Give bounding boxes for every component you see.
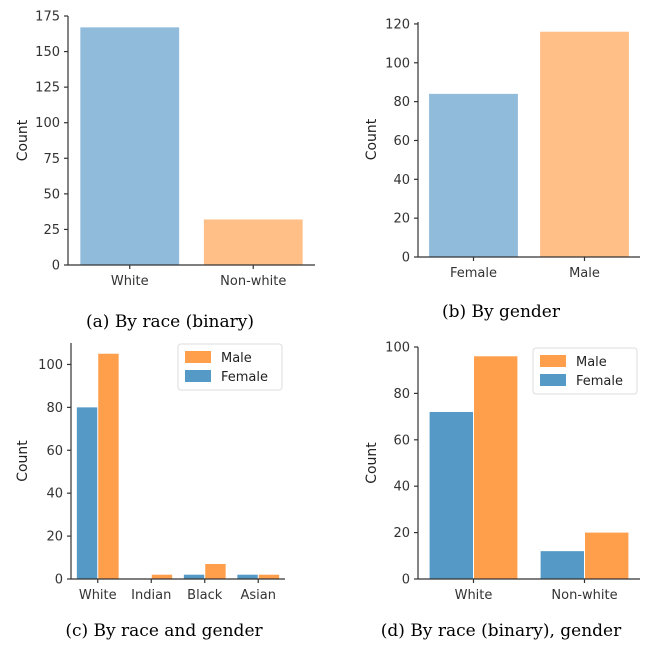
y-tick-label: 40 — [393, 173, 410, 188]
legend-swatch-female — [185, 370, 211, 382]
y-tick-label: 25 — [43, 223, 60, 238]
bar-male-indian — [151, 574, 173, 579]
y-tick-label: 20 — [393, 212, 410, 227]
legend-swatch-male — [540, 355, 566, 367]
x-tick-label: White — [455, 588, 493, 603]
y-tick-label: 40 — [46, 487, 63, 502]
bar-female-asian — [237, 574, 258, 579]
y-tick-label: 40 — [393, 480, 410, 495]
x-tick-label: Indian — [131, 588, 171, 603]
y-axis-label: Count — [15, 119, 31, 161]
y-axis-label: Count — [15, 440, 31, 482]
x-tick-label: White — [79, 588, 117, 603]
legend: Male Female — [177, 343, 283, 391]
panel-c-race-gender: 0 20 40 60 80 100 White Indian Black Asian Count Ma… — [15, 343, 285, 641]
bar-female-black — [183, 574, 205, 579]
legend-swatch-female — [540, 374, 566, 386]
panel-b-gender: 0 20 40 60 80 100 120 Female Male Count (b) By gen… — [364, 17, 640, 322]
panel-caption: (c) By race and gender — [65, 621, 263, 641]
bar-male — [540, 31, 629, 258]
x-tick-label: Non-white — [551, 588, 617, 603]
y-tick-label: 60 — [46, 444, 63, 459]
y-tick-label: 50 — [43, 187, 60, 202]
y-tick-label: 80 — [393, 387, 410, 402]
panel-d-race-binary-gender: 0 20 40 60 80 100 White Non-white Count Male Femal… — [364, 341, 640, 641]
bar-male-white — [98, 353, 119, 579]
legend-label-male: Male — [221, 351, 252, 366]
bar-female-non-white — [540, 551, 584, 579]
y-tick-label: 80 — [46, 401, 63, 416]
legend: Male Female — [532, 347, 638, 395]
bar-female-white — [429, 411, 473, 579]
y-tick-label: 100 — [35, 116, 60, 131]
x-tick-label: Black — [187, 588, 223, 603]
y-tick-label: 60 — [393, 134, 410, 149]
x-tick-label: Female — [450, 266, 497, 281]
y-tick-label: 125 — [35, 81, 60, 96]
x-tick-label: Asian — [241, 588, 276, 603]
x-tick-label: White — [111, 274, 149, 289]
y-tick-label: 175 — [35, 10, 60, 25]
panel-caption: (a) By race (binary) — [86, 312, 254, 332]
y-axis-label: Count — [364, 118, 380, 160]
panel-caption: (d) By race (binary), gender — [381, 621, 622, 641]
y-tick-label: 150 — [35, 45, 60, 60]
bar-male-white — [474, 356, 518, 579]
panel-caption: (b) By gender — [442, 302, 561, 322]
bar-white — [80, 27, 180, 265]
bar-male-black — [205, 563, 226, 579]
y-tick-label: 100 — [38, 358, 63, 373]
y-tick-label: 20 — [46, 530, 63, 545]
legend-label-male: Male — [576, 355, 607, 370]
y-tick-label: 60 — [393, 433, 410, 448]
bar-female-white — [76, 407, 98, 579]
y-tick-label: 20 — [393, 526, 410, 541]
y-tick-label: 0 — [55, 573, 63, 588]
y-tick-label: 75 — [43, 152, 60, 167]
bar-female — [429, 93, 518, 258]
bar-non-white — [203, 219, 303, 265]
x-tick-label: Male — [569, 266, 600, 281]
legend-label-female: Female — [576, 374, 623, 389]
panel-a-race-binary: 0 25 50 75 100 125 150 175 White Non-white Count (a… — [15, 10, 315, 332]
y-tick-label: 100 — [385, 56, 410, 71]
y-tick-label: 0 — [402, 251, 410, 266]
y-tick-label: 100 — [385, 341, 410, 356]
y-tick-label: 0 — [52, 259, 60, 274]
y-tick-label: 120 — [385, 17, 410, 32]
legend-swatch-male — [185, 351, 211, 363]
y-tick-label: 80 — [393, 95, 410, 110]
bar-male-asian — [258, 574, 280, 579]
y-axis-label: Count — [364, 442, 380, 484]
x-tick-label: Non-white — [220, 274, 286, 289]
bar-male-non-white — [585, 532, 629, 579]
legend-label-female: Female — [221, 370, 268, 385]
y-tick-label: 0 — [402, 573, 410, 588]
